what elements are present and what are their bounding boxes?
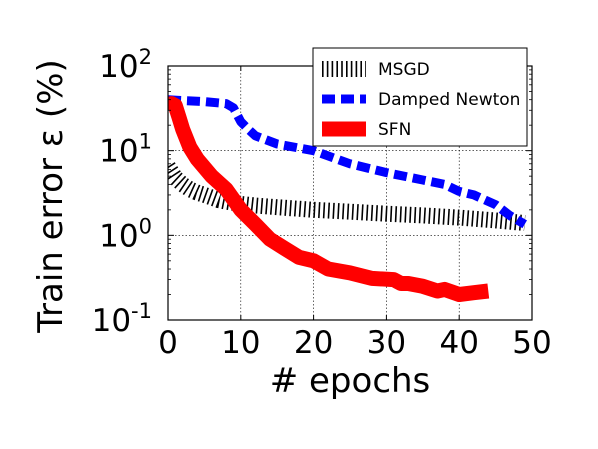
x-tick-label: 50 [512, 325, 551, 361]
legend-label: Damped Newton [378, 90, 520, 110]
ticks [167, 65, 533, 321]
y-tick-label: 10-1 [92, 299, 152, 339]
y-axis-title: Train error ε (%) [31, 59, 71, 334]
x-tick-label: 30 [367, 325, 406, 361]
x-tick-label: 20 [294, 325, 333, 361]
y-tick-label: 102 [99, 45, 152, 85]
legend: MSGD Damped Newton SFN [312, 47, 528, 147]
series-line-damped-newton [168, 95, 527, 229]
y-tick-base: 10 [99, 134, 138, 170]
y-tick-exponent: 0 [139, 214, 152, 238]
y-tick-base: 10 [92, 303, 131, 339]
x-axis-title: # epochs [270, 361, 431, 401]
y-tick-base: 10 [99, 218, 138, 254]
series-line-sfn [168, 96, 490, 302]
x-tick-labels: 0 10 20 30 40 50 [158, 325, 552, 361]
y-tick-label: 101 [99, 130, 152, 170]
x-tick-label: 0 [158, 325, 178, 361]
y-tick-exponent: 1 [139, 130, 152, 154]
series-layer [168, 95, 527, 302]
legend-label: SFN [378, 120, 411, 140]
y-tick-base: 10 [99, 49, 138, 85]
x-tick-label: 10 [221, 325, 260, 361]
legend-label: MSGD [378, 60, 430, 80]
x-tick-label: 40 [439, 325, 478, 361]
y-tick-exponent: 2 [139, 45, 152, 69]
y-tick-exponent: -1 [131, 299, 152, 323]
y-tick-label: 100 [99, 214, 152, 254]
